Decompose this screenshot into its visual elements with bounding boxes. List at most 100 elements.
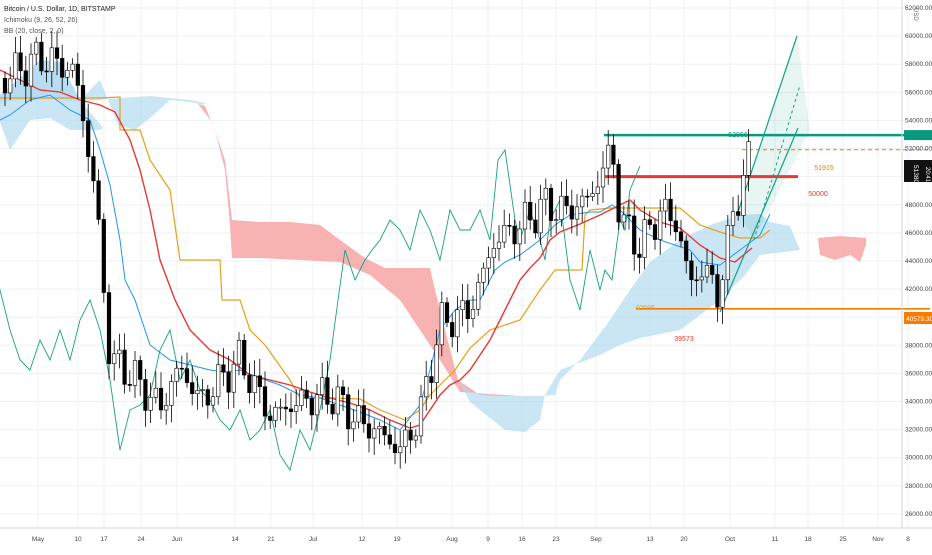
candle-bull: [65, 70, 70, 78]
candle-bull: [434, 344, 439, 383]
time-tick-label: May: [32, 536, 45, 543]
candle-bull: [335, 386, 340, 415]
price-tick-label: 44000.00: [905, 258, 932, 265]
candle-bull: [398, 446, 403, 454]
price-tick-label: 36000.00: [905, 370, 932, 377]
level-label-box: [904, 312, 932, 324]
candle-bear: [512, 225, 517, 245]
candle-bear: [694, 279, 699, 282]
candle-bear: [736, 211, 741, 216]
time-tick-label: 16: [518, 536, 526, 543]
candle-bear: [184, 368, 190, 383]
kijun-line: [0, 96, 771, 421]
candle-bear: [60, 58, 65, 78]
candle-bull: [351, 421, 356, 430]
candle-bull: [658, 210, 663, 240]
candle-bull: [28, 53, 34, 87]
annotation-label: 39573: [674, 336, 694, 343]
candle-bull: [418, 396, 424, 437]
candle-bear: [122, 349, 127, 385]
time-tick-label: 10: [74, 536, 82, 543]
resistance-label-box: [904, 130, 932, 141]
candle-bull: [460, 300, 465, 311]
candle-bear: [226, 371, 231, 393]
candle-bull: [216, 364, 221, 398]
time-tick-label: 25: [839, 536, 847, 543]
candle-bull: [476, 282, 481, 310]
candle-bull: [600, 167, 606, 188]
candle-bear: [548, 187, 554, 221]
ichimoku-label[interactable]: Ichimoku (9, 26, 52, 26): [4, 17, 78, 24]
candle-bull: [70, 63, 75, 71]
chikou-line: [0, 148, 641, 472]
candle-bear: [2, 77, 8, 94]
candle-bear: [392, 443, 398, 454]
candle-bull: [496, 241, 502, 249]
time-tick-label: 11: [772, 536, 779, 543]
candle-bull: [741, 175, 746, 216]
candle-bull: [49, 47, 54, 72]
candle-bull: [273, 406, 278, 421]
time-tick-label: Oct: [725, 536, 735, 543]
time-tick-label: 21: [267, 536, 275, 543]
time-tick-label: 20: [680, 536, 688, 543]
candle-bull: [153, 387, 158, 398]
candle-bear: [637, 253, 642, 258]
symbol-title[interactable]: Bitcoin / U.S. Dollar, 1D, BITSTAMP: [4, 6, 116, 13]
candle-bear: [288, 408, 294, 413]
price-tick-label: 28000.00: [905, 483, 932, 490]
annotation-label: 52956: [728, 132, 748, 139]
candle-bull: [574, 206, 580, 220]
candle-bear: [138, 360, 143, 380]
kumo-bull-right: [458, 214, 800, 432]
price-tick-label: 54000.00: [905, 117, 932, 124]
time-tick-label: 23: [552, 536, 560, 543]
candle-bull: [725, 225, 730, 281]
candle-bear: [247, 374, 252, 394]
candle-bull: [543, 187, 548, 200]
time-tick-label: 24: [137, 536, 145, 543]
time-tick-label: 17: [100, 536, 108, 543]
candle-bear: [330, 404, 335, 415]
candle-bull: [294, 405, 299, 413]
candle-bear: [361, 405, 366, 425]
bb-label[interactable]: BB (20, close, 2, 0): [4, 28, 64, 35]
time-tick-label: 19: [393, 536, 401, 543]
candle-bull: [699, 276, 704, 281]
time-tick-label: 12: [358, 536, 366, 543]
candle-bull: [642, 219, 647, 258]
candle-bear: [366, 423, 372, 439]
candle-bear: [668, 198, 673, 222]
candle-bear: [143, 379, 148, 411]
candle-bear: [564, 195, 569, 207]
candle-bear: [444, 302, 450, 323]
candle-bull: [117, 349, 122, 355]
candle-bear: [325, 377, 330, 405]
time-tick-label: Nov: [872, 536, 884, 543]
candle-bear: [96, 180, 101, 220]
time-tick-label: Jun: [172, 536, 183, 543]
candle-bull: [372, 428, 377, 439]
candle-bear: [242, 339, 247, 376]
candle-bull: [210, 396, 216, 406]
candle-bull: [169, 381, 174, 406]
price-tick-label: 60000.00: [905, 33, 932, 40]
candle-bear: [268, 415, 273, 421]
price-tick-label: 32000.00: [905, 427, 932, 434]
annotation-label: 50000: [808, 191, 828, 198]
candle-bear: [91, 156, 96, 182]
time-tick-label: Aug: [446, 536, 458, 543]
candle-bull: [314, 394, 320, 416]
price-tick-label: 30000.00: [905, 455, 932, 462]
candle-bull: [132, 360, 138, 386]
candle-bull: [580, 195, 585, 208]
candle-bull: [148, 397, 153, 411]
candle-bear: [533, 219, 538, 234]
candle-bear: [652, 224, 658, 240]
candle-bull: [730, 211, 736, 226]
candle-bear: [127, 384, 132, 386]
candle-bull: [538, 198, 543, 234]
candle-bull: [470, 308, 476, 319]
